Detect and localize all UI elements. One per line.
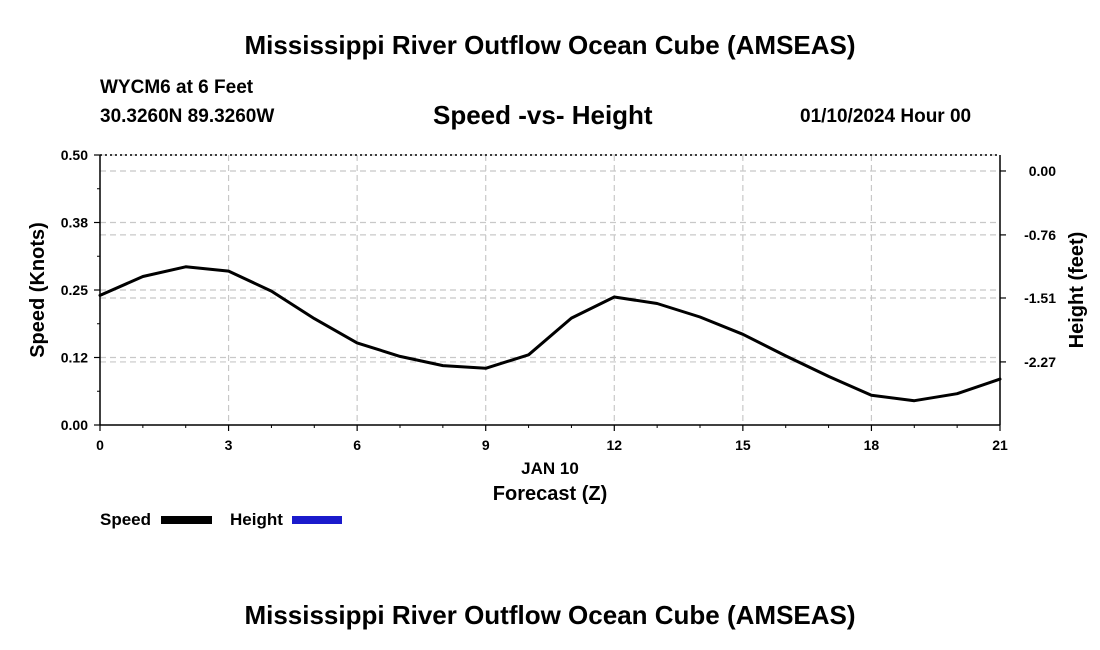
x-tick-label: 9 (482, 437, 490, 453)
y-tick-label: 0.50 (61, 147, 88, 163)
series-line-speed (98, 265, 1002, 403)
y-tick-label: 0.38 (61, 215, 88, 231)
chart-title: Speed -vs- Height (433, 100, 653, 130)
y-axis-label: Speed (Knots) (27, 222, 49, 358)
y-tick-label: 0.00 (61, 417, 88, 433)
legend-speed-swatch (161, 516, 212, 524)
y2-tick-label: -1.51 (1024, 290, 1056, 306)
y2-tick-label: -0.76 (1024, 227, 1056, 243)
legend-height-swatch (292, 516, 342, 524)
x-axis-label: Forecast (Z) (493, 483, 607, 505)
y-tick-label: 0.25 (61, 282, 88, 298)
x-tick-label: 3 (225, 437, 233, 453)
x-axis-sublabel: JAN 10 (521, 459, 579, 478)
y-tick-label: 0.12 (61, 350, 88, 366)
bottom-title: Mississippi River Outflow Ocean Cube (AM… (244, 600, 856, 630)
y2-axis-label: Height (feet) (1066, 232, 1088, 349)
x-tick-label: 21 (992, 437, 1008, 453)
legend-speed-label: Speed (100, 510, 152, 529)
x-tick-label: 18 (864, 437, 880, 453)
x-tick-label: 15 (735, 437, 751, 453)
station-coordinates: 30.3260N 89.3260W (100, 106, 275, 127)
x-tick-label: 6 (353, 437, 361, 453)
station-label: WYCM6 at 6 Feet (100, 77, 254, 98)
x-tick-label: 0 (96, 437, 104, 453)
y2-tick-label: -2.27 (1024, 354, 1056, 370)
y2-tick-label: 0.00 (1029, 163, 1056, 179)
main-title: Mississippi River Outflow Ocean Cube (AM… (244, 30, 856, 60)
legend-height-label: Height (230, 510, 283, 529)
x-tick-label: 12 (606, 437, 622, 453)
forecast-date: 01/10/2024 Hour 00 (800, 106, 972, 127)
